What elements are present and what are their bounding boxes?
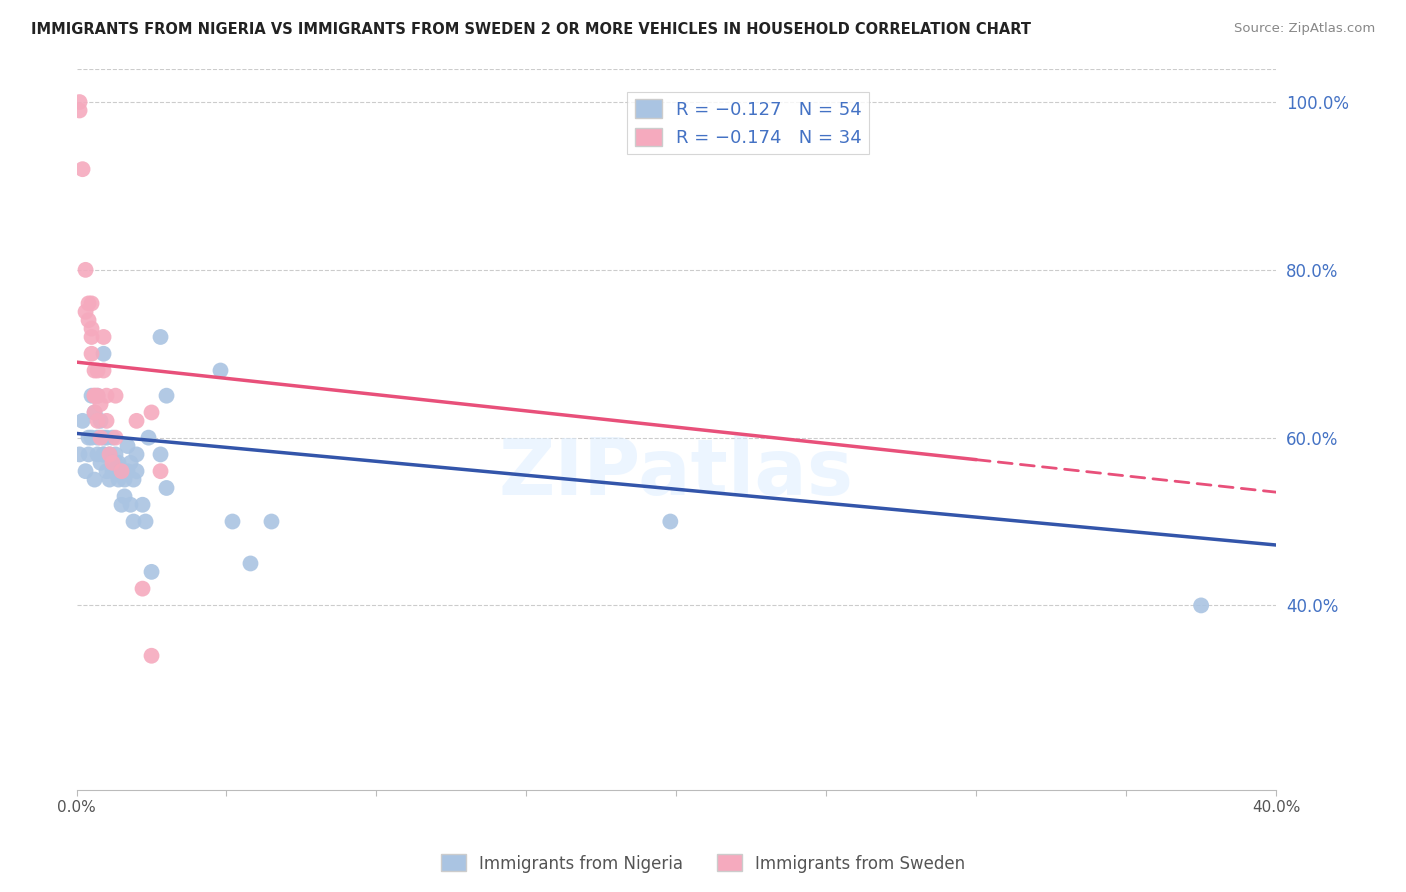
Point xyxy=(131,582,153,596)
Point xyxy=(69,103,91,118)
Point xyxy=(155,389,177,403)
Point xyxy=(75,305,97,319)
Point xyxy=(104,447,127,461)
Point xyxy=(80,389,103,403)
Point xyxy=(83,405,105,419)
Point xyxy=(86,389,108,403)
Legend: Immigrants from Nigeria, Immigrants from Sweden: Immigrants from Nigeria, Immigrants from… xyxy=(434,847,972,880)
Point xyxy=(110,464,132,478)
Point xyxy=(80,321,103,335)
Point xyxy=(104,456,127,470)
Point xyxy=(75,464,97,478)
Legend: R = −0.127   N = 54, R = −0.174   N = 34: R = −0.127 N = 54, R = −0.174 N = 34 xyxy=(627,92,869,154)
Point xyxy=(141,648,163,663)
Point xyxy=(90,456,112,470)
Point xyxy=(96,389,118,403)
Point xyxy=(83,363,105,377)
Point xyxy=(80,296,103,310)
Point xyxy=(98,447,121,461)
Point xyxy=(86,431,108,445)
Point xyxy=(104,389,127,403)
Point xyxy=(93,347,115,361)
Point xyxy=(239,557,262,571)
Point xyxy=(86,389,108,403)
Text: Source: ZipAtlas.com: Source: ZipAtlas.com xyxy=(1234,22,1375,36)
Point xyxy=(101,456,124,470)
Point xyxy=(125,447,148,461)
Point xyxy=(69,447,91,461)
Point xyxy=(1189,599,1212,613)
Point xyxy=(117,464,139,478)
Point xyxy=(86,363,108,377)
Point xyxy=(149,447,172,461)
Point xyxy=(101,431,124,445)
Text: IMMIGRANTS FROM NIGERIA VS IMMIGRANTS FROM SWEDEN 2 OR MORE VEHICLES IN HOUSEHOL: IMMIGRANTS FROM NIGERIA VS IMMIGRANTS FR… xyxy=(31,22,1031,37)
Point xyxy=(125,464,148,478)
Point xyxy=(110,498,132,512)
Point xyxy=(93,330,115,344)
Point xyxy=(80,330,103,344)
Point xyxy=(141,565,163,579)
Point xyxy=(110,464,132,478)
Point xyxy=(221,515,243,529)
Point xyxy=(80,431,103,445)
Point xyxy=(155,481,177,495)
Point xyxy=(77,447,100,461)
Point xyxy=(93,431,115,445)
Point xyxy=(83,473,105,487)
Point xyxy=(90,414,112,428)
Point xyxy=(107,456,129,470)
Point xyxy=(135,515,157,529)
Point xyxy=(80,347,103,361)
Point xyxy=(77,431,100,445)
Point xyxy=(86,447,108,461)
Point xyxy=(117,439,139,453)
Point xyxy=(86,414,108,428)
Point xyxy=(98,447,121,461)
Point xyxy=(138,431,160,445)
Point xyxy=(69,95,91,109)
Point xyxy=(72,162,94,177)
Point xyxy=(101,464,124,478)
Text: 40.0%: 40.0% xyxy=(1251,800,1301,815)
Point xyxy=(131,498,153,512)
Point xyxy=(114,473,136,487)
Point xyxy=(96,464,118,478)
Point xyxy=(93,447,115,461)
Point xyxy=(122,473,145,487)
Point xyxy=(96,431,118,445)
Point xyxy=(141,405,163,419)
Point xyxy=(107,473,129,487)
Text: ZIPatlas: ZIPatlas xyxy=(499,434,853,510)
Point xyxy=(122,515,145,529)
Text: 0.0%: 0.0% xyxy=(58,800,96,815)
Point xyxy=(114,489,136,503)
Point xyxy=(659,515,682,529)
Point xyxy=(104,431,127,445)
Point xyxy=(93,447,115,461)
Point xyxy=(120,498,142,512)
Point xyxy=(98,473,121,487)
Point xyxy=(83,389,105,403)
Point xyxy=(77,296,100,310)
Point xyxy=(83,405,105,419)
Point xyxy=(149,330,172,344)
Point xyxy=(72,414,94,428)
Point xyxy=(90,431,112,445)
Point xyxy=(125,414,148,428)
Point xyxy=(149,464,172,478)
Point xyxy=(96,414,118,428)
Point xyxy=(120,456,142,470)
Point xyxy=(83,389,105,403)
Point xyxy=(260,515,283,529)
Point xyxy=(93,363,115,377)
Point xyxy=(77,313,100,327)
Point xyxy=(90,397,112,411)
Point xyxy=(75,263,97,277)
Point xyxy=(209,363,232,377)
